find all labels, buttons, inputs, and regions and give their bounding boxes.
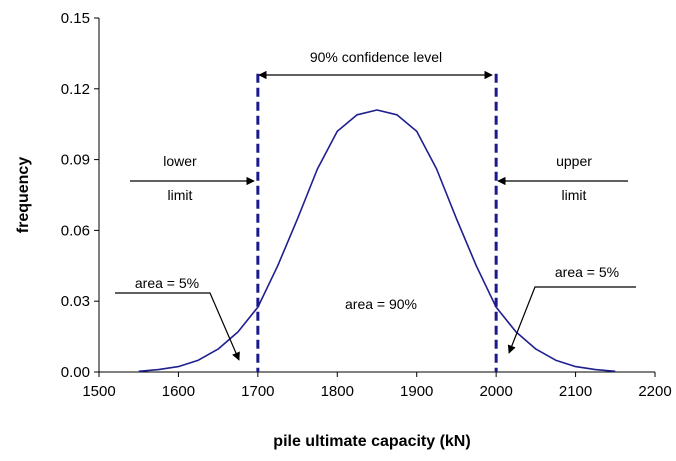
plot-axes [98, 18, 655, 373]
left-tail-area-label: area = 5% [135, 275, 199, 291]
right-tail-area-label: area = 5% [555, 264, 619, 280]
y-tick-label: 0.12 [61, 81, 90, 98]
x-tick-label: 1600 [162, 383, 195, 400]
left-tail-area-pointer [115, 292, 240, 361]
upper-limit-label-line2: limit [562, 187, 587, 203]
y-tick-label: 0.09 [61, 152, 90, 169]
x-axis-title: pile ultimate capacity (kN) [273, 433, 470, 450]
y-tick-label: 0.03 [61, 293, 90, 310]
upper-limit-label-line1: upper [556, 153, 592, 169]
x-axis-ticks: 1500 1600 1700 1800 1900 2000 2100 2200 [82, 372, 672, 400]
y-tick-label: 0.06 [61, 222, 90, 239]
right-tail-area-pointer [507, 286, 636, 354]
y-tick-label: 0.00 [61, 364, 90, 381]
x-tick-label: 2100 [559, 383, 592, 400]
x-tick-label: 2000 [479, 383, 512, 400]
x-tick-label: 1900 [400, 383, 433, 400]
y-axis-ticks: 0.00 0.03 0.06 0.09 0.12 0.15 [61, 10, 99, 381]
x-tick-label: 1700 [241, 383, 274, 400]
lower-limit-label-line1: lower [163, 153, 197, 169]
x-tick-label: 1800 [321, 383, 354, 400]
center-area-label: area = 90% [345, 296, 417, 312]
confidence-limit-lines [256, 73, 498, 372]
x-tick-label: 1500 [82, 383, 115, 400]
distribution-curve-layer [138, 109, 616, 373]
y-axis-title: frequency [15, 157, 32, 234]
y-tick-label: 0.15 [61, 10, 90, 27]
x-tick-label: 2200 [638, 383, 671, 400]
confidence-level-label: 90% confidence level [310, 49, 442, 65]
lower-limit-label-line2: limit [168, 187, 193, 203]
normal-distribution-curve [138, 109, 616, 373]
